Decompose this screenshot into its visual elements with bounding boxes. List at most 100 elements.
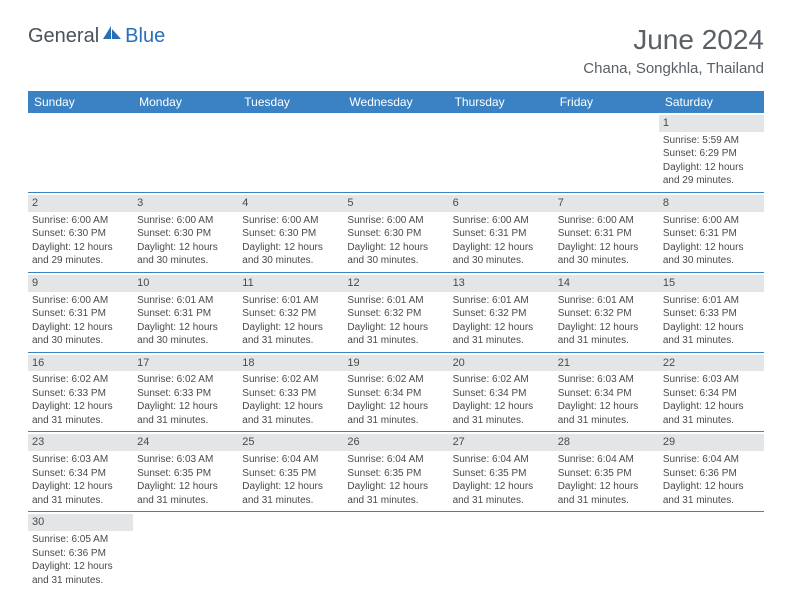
calendar-day: 11Sunrise: 6:01 AMSunset: 6:32 PMDayligh… <box>238 273 343 352</box>
calendar-day: 9Sunrise: 6:00 AMSunset: 6:31 PMDaylight… <box>28 273 133 352</box>
day-info-line: and 31 minutes. <box>32 494 129 508</box>
day-info-line: Sunset: 6:33 PM <box>137 387 234 401</box>
day-info-line: Sunrise: 6:01 AM <box>137 294 234 308</box>
weekday-label: Sunday <box>28 91 133 113</box>
calendar-day-empty <box>28 113 133 192</box>
day-info-line: Sunrise: 6:02 AM <box>32 373 129 387</box>
day-info-line: Sunset: 6:30 PM <box>347 227 444 241</box>
day-info-line: and 31 minutes. <box>137 414 234 428</box>
calendar-day: 7Sunrise: 6:00 AMSunset: 6:31 PMDaylight… <box>554 193 659 272</box>
day-info-line: Sunset: 6:31 PM <box>32 307 129 321</box>
day-info-line: Daylight: 12 hours <box>347 241 444 255</box>
day-info-line: Sunrise: 6:04 AM <box>558 453 655 467</box>
day-info-line: and 31 minutes. <box>137 494 234 508</box>
day-number: 1 <box>659 115 764 132</box>
day-info-line: Sunrise: 6:03 AM <box>137 453 234 467</box>
weekday-label: Friday <box>554 91 659 113</box>
calendar-week: 16Sunrise: 6:02 AMSunset: 6:33 PMDayligh… <box>28 353 764 433</box>
day-info-line: Daylight: 12 hours <box>558 241 655 255</box>
day-info-line: and 31 minutes. <box>663 334 760 348</box>
calendar-day: 5Sunrise: 6:00 AMSunset: 6:30 PMDaylight… <box>343 193 448 272</box>
day-info-line: Sunrise: 6:00 AM <box>32 294 129 308</box>
calendar-day: 6Sunrise: 6:00 AMSunset: 6:31 PMDaylight… <box>449 193 554 272</box>
calendar-day: 20Sunrise: 6:02 AMSunset: 6:34 PMDayligh… <box>449 353 554 432</box>
day-info-line: Sunrise: 6:00 AM <box>453 214 550 228</box>
day-info-line: Sunset: 6:35 PM <box>558 467 655 481</box>
weeks-container: 1Sunrise: 5:59 AMSunset: 6:29 PMDaylight… <box>28 113 764 591</box>
day-info-line: Sunset: 6:36 PM <box>663 467 760 481</box>
day-info-line: Daylight: 12 hours <box>32 321 129 335</box>
calendar-week: 1Sunrise: 5:59 AMSunset: 6:29 PMDaylight… <box>28 113 764 193</box>
day-info-line: Daylight: 12 hours <box>137 400 234 414</box>
logo-sail-icon <box>101 24 123 48</box>
day-info-line: and 31 minutes. <box>242 494 339 508</box>
calendar-day: 12Sunrise: 6:01 AMSunset: 6:32 PMDayligh… <box>343 273 448 352</box>
day-info-line: Sunset: 6:35 PM <box>453 467 550 481</box>
day-info-line: and 29 minutes. <box>663 174 760 188</box>
calendar-page: General Blue June 2024 Chana, Songkhla, … <box>0 0 792 615</box>
day-info-line: Daylight: 12 hours <box>558 480 655 494</box>
calendar-day-empty <box>238 113 343 192</box>
calendar-day: 3Sunrise: 6:00 AMSunset: 6:30 PMDaylight… <box>133 193 238 272</box>
day-info-line: Daylight: 12 hours <box>32 400 129 414</box>
calendar-day: 22Sunrise: 6:03 AMSunset: 6:34 PMDayligh… <box>659 353 764 432</box>
day-info-line: Sunset: 6:30 PM <box>242 227 339 241</box>
day-info-line: Daylight: 12 hours <box>663 400 760 414</box>
title-block: June 2024 Chana, Songkhla, Thailand <box>583 24 764 77</box>
day-info-line: Daylight: 12 hours <box>32 480 129 494</box>
calendar-day-empty <box>449 113 554 192</box>
calendar-day: 13Sunrise: 6:01 AMSunset: 6:32 PMDayligh… <box>449 273 554 352</box>
day-info-line: Sunrise: 6:02 AM <box>242 373 339 387</box>
day-number: 23 <box>28 434 133 451</box>
day-info-line: Sunset: 6:32 PM <box>242 307 339 321</box>
header: General Blue June 2024 Chana, Songkhla, … <box>28 24 764 77</box>
day-number: 27 <box>449 434 554 451</box>
day-number: 17 <box>133 355 238 372</box>
day-info-line: and 30 minutes. <box>347 254 444 268</box>
day-info-line: Sunset: 6:33 PM <box>32 387 129 401</box>
weekday-header: SundayMondayTuesdayWednesdayThursdayFrid… <box>28 91 764 113</box>
calendar-day: 2Sunrise: 6:00 AMSunset: 6:30 PMDaylight… <box>28 193 133 272</box>
day-info-line: Daylight: 12 hours <box>663 480 760 494</box>
day-info-line: Sunset: 6:33 PM <box>242 387 339 401</box>
calendar-day: 25Sunrise: 6:04 AMSunset: 6:35 PMDayligh… <box>238 432 343 511</box>
day-number: 15 <box>659 275 764 292</box>
calendar-day-empty <box>238 512 343 591</box>
day-info-line: Daylight: 12 hours <box>137 321 234 335</box>
day-info-line: Sunrise: 6:00 AM <box>347 214 444 228</box>
day-info-line: Sunset: 6:34 PM <box>558 387 655 401</box>
calendar-day: 18Sunrise: 6:02 AMSunset: 6:33 PMDayligh… <box>238 353 343 432</box>
calendar: SundayMondayTuesdayWednesdayThursdayFrid… <box>28 91 764 591</box>
day-number: 16 <box>28 355 133 372</box>
calendar-day: 1Sunrise: 5:59 AMSunset: 6:29 PMDaylight… <box>659 113 764 192</box>
day-number: 30 <box>28 514 133 531</box>
day-info-line: Sunset: 6:32 PM <box>453 307 550 321</box>
day-info-line: Sunset: 6:29 PM <box>663 147 760 161</box>
weekday-label: Monday <box>133 91 238 113</box>
day-info-line: Daylight: 12 hours <box>242 321 339 335</box>
calendar-week: 9Sunrise: 6:00 AMSunset: 6:31 PMDaylight… <box>28 273 764 353</box>
day-info-line: Sunset: 6:30 PM <box>32 227 129 241</box>
calendar-day: 28Sunrise: 6:04 AMSunset: 6:35 PMDayligh… <box>554 432 659 511</box>
calendar-week: 2Sunrise: 6:00 AMSunset: 6:30 PMDaylight… <box>28 193 764 273</box>
day-number: 18 <box>238 355 343 372</box>
day-number: 10 <box>133 275 238 292</box>
weekday-label: Wednesday <box>343 91 448 113</box>
logo-text-general: General <box>28 25 99 48</box>
day-info-line: Sunrise: 6:04 AM <box>347 453 444 467</box>
calendar-day: 27Sunrise: 6:04 AMSunset: 6:35 PMDayligh… <box>449 432 554 511</box>
day-info-line: and 30 minutes. <box>137 254 234 268</box>
calendar-day: 23Sunrise: 6:03 AMSunset: 6:34 PMDayligh… <box>28 432 133 511</box>
day-info-line: Daylight: 12 hours <box>347 400 444 414</box>
day-info-line: and 31 minutes. <box>558 334 655 348</box>
day-number: 12 <box>343 275 448 292</box>
day-info-line: Sunset: 6:33 PM <box>663 307 760 321</box>
day-info-line: and 31 minutes. <box>347 494 444 508</box>
day-info-line: Sunrise: 6:04 AM <box>453 453 550 467</box>
day-info-line: Daylight: 12 hours <box>558 321 655 335</box>
day-info-line: Daylight: 12 hours <box>32 241 129 255</box>
day-info-line: Daylight: 12 hours <box>663 161 760 175</box>
day-info-line: Sunset: 6:34 PM <box>32 467 129 481</box>
day-info-line: Sunset: 6:32 PM <box>558 307 655 321</box>
day-info-line: and 30 minutes. <box>32 334 129 348</box>
